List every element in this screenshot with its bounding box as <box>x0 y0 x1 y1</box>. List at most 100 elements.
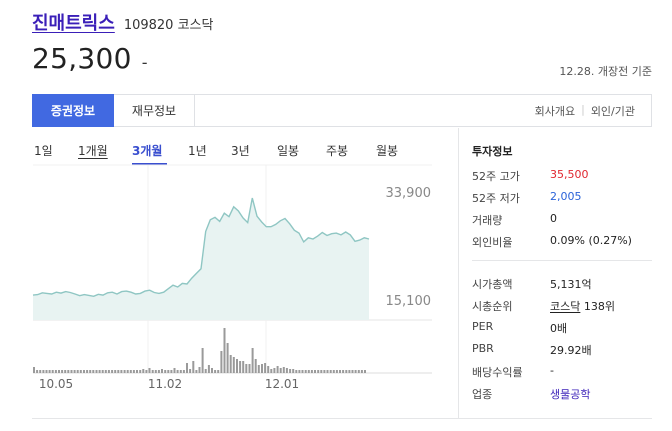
volume-bar <box>314 370 316 373</box>
volume-bar <box>335 370 338 373</box>
period-1y[interactable]: 1년 <box>188 144 207 158</box>
volume-bar <box>332 370 335 373</box>
volume-bar <box>39 370 42 373</box>
period-3y[interactable]: 3년 <box>231 144 250 158</box>
volume-bar <box>239 361 242 373</box>
panel-divider <box>458 128 459 418</box>
volume-bar <box>189 369 192 373</box>
volume-bar <box>170 370 173 373</box>
label-industry: 업종 <box>472 388 493 401</box>
volume-bars <box>33 328 366 373</box>
volume-bar <box>307 370 310 373</box>
volume-bar <box>301 370 304 373</box>
period-daily[interactable]: 일봉 <box>277 144 300 158</box>
volume-bar <box>151 370 154 373</box>
value-per: 0배 <box>550 322 568 335</box>
value-industry[interactable]: 생물공학 <box>550 388 591 401</box>
value-foreign-ratio: 0.09% (0.27%) <box>550 234 632 247</box>
label-foreign-ratio: 외인비율 <box>472 236 513 249</box>
price-chart[interactable]: 33,900 15,100 10.05 11.02 12.01 <box>0 0 460 400</box>
volume-bar <box>282 367 285 373</box>
price-date-note: 12.28. 개장전 기준 <box>559 65 652 78</box>
volume-bar <box>142 369 145 373</box>
value-volume: 0 <box>550 212 557 225</box>
volume-bar <box>148 368 151 373</box>
volume-bar <box>232 357 235 373</box>
volume-bar <box>323 370 326 373</box>
volume-bar <box>192 361 195 373</box>
volume-bar <box>64 370 67 373</box>
volume-bar <box>117 370 120 373</box>
volume-bar <box>223 328 226 373</box>
volume-bar <box>145 370 148 373</box>
period-weekly[interactable]: 주봉 <box>326 144 349 158</box>
stock-name-link[interactable]: 진매트릭스 <box>32 13 115 34</box>
period-monthly[interactable]: 월봉 <box>376 144 399 158</box>
volume-bar <box>251 348 254 373</box>
label-cap-rank: 시총순위 <box>472 300 513 313</box>
x-tick-label: 11.02 <box>148 377 182 391</box>
y-tick-max: 33,900 <box>386 186 432 201</box>
volume-bar <box>207 365 210 373</box>
info-title: 투자정보 <box>472 145 513 158</box>
foreign-institution-link[interactable]: 외인/기관 <box>590 105 635 118</box>
volume-bar <box>101 370 104 373</box>
volume-bar <box>248 364 251 373</box>
volume-bar <box>164 370 167 373</box>
rank-market-link[interactable]: 코스닥 <box>550 300 581 313</box>
volume-bar <box>360 370 363 373</box>
value-52w-high: 35,500 <box>550 168 589 181</box>
volume-bar <box>73 370 76 373</box>
volume-bar <box>310 370 313 373</box>
value-dividend: - <box>550 364 554 377</box>
volume-bar <box>198 367 201 373</box>
y-tick-min: 15,100 <box>386 294 432 309</box>
label-52w-low: 52주 저가 <box>472 192 520 205</box>
volume-bar <box>120 370 123 373</box>
volume-bar <box>211 368 213 373</box>
value-market-cap: 5,131억 <box>550 278 592 291</box>
volume-bar <box>186 363 188 373</box>
volume-bar <box>220 351 223 373</box>
volume-bar <box>70 370 73 373</box>
company-overview-link[interactable]: 회사개요 <box>534 105 576 118</box>
volume-bar <box>89 370 92 373</box>
volume-bar <box>114 370 117 373</box>
volume-bar <box>289 369 292 373</box>
volume-bar <box>173 368 176 373</box>
volume-bar <box>226 343 229 373</box>
rank-number: 138위 <box>583 300 615 313</box>
volume-bar <box>295 370 298 373</box>
volume-bar <box>214 370 217 373</box>
x-tick-label: 12.01 <box>265 377 299 391</box>
volume-bar <box>351 370 354 373</box>
volume-bar <box>276 366 279 373</box>
volume-bar <box>161 369 163 373</box>
volume-bar <box>261 364 263 373</box>
volume-bar <box>348 370 351 373</box>
volume-bar <box>76 370 79 373</box>
volume-bar <box>58 370 60 373</box>
info-separator <box>472 260 652 261</box>
volume-bar <box>229 355 232 373</box>
active-period-indicator <box>132 163 167 165</box>
period-1d[interactable]: 1일 <box>34 144 53 158</box>
volume-bar <box>61 370 64 373</box>
period-3m[interactable]: 3개월 <box>132 144 163 158</box>
price-line <box>32 197 370 298</box>
volume-bar <box>242 361 245 373</box>
tab-stock-info[interactable]: 증권정보 <box>32 94 114 127</box>
code-value: 109820 <box>123 18 174 33</box>
volume-bar <box>257 365 260 373</box>
volume-bar <box>195 370 198 373</box>
price-change: - <box>141 53 148 72</box>
period-1m[interactable]: 1개월 <box>78 144 108 158</box>
volume-bar <box>33 367 35 373</box>
volume-bar <box>107 370 110 373</box>
label-dividend: 배당수익률 <box>472 366 523 379</box>
tab-financial-info[interactable]: 재무정보 <box>114 94 195 127</box>
volume-bar <box>217 370 220 373</box>
value-cap-rank: 코스닥 138위 <box>550 298 615 314</box>
volume-bar <box>42 370 45 373</box>
volume-bar <box>54 370 57 373</box>
